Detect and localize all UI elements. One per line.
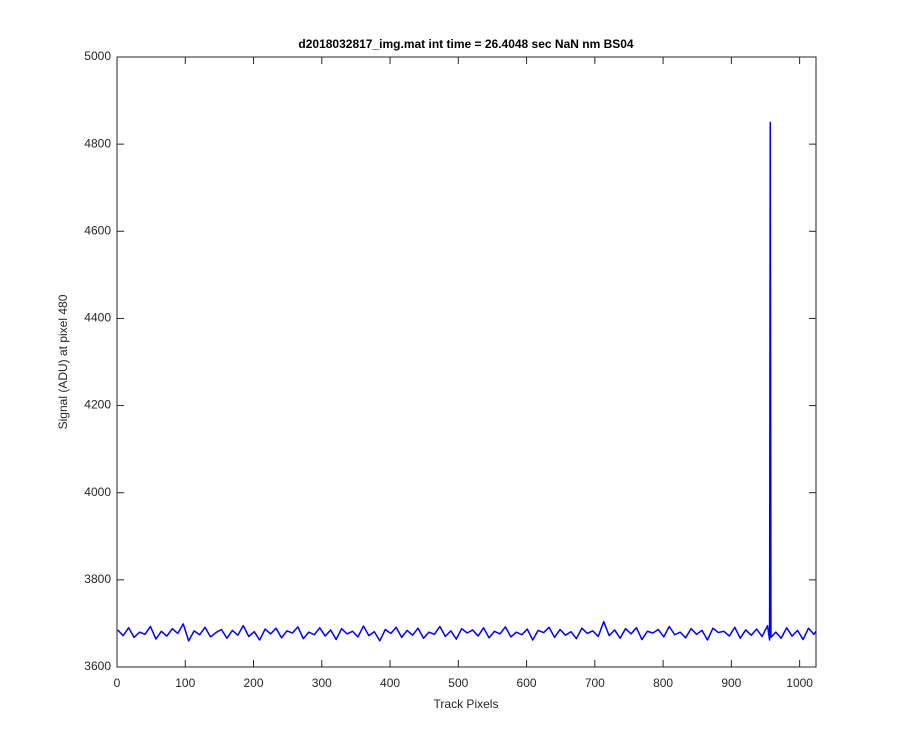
x-tick-label: 900 — [721, 676, 741, 690]
x-tick-label: 100 — [175, 676, 195, 690]
x-tick-label: 800 — [653, 676, 673, 690]
y-tick-label: 4400 — [84, 311, 111, 325]
data-line — [117, 121, 817, 642]
y-tick-label: 4800 — [84, 136, 111, 150]
x-tick-label: 600 — [517, 676, 537, 690]
x-tick-label: 700 — [585, 676, 605, 690]
y-axis-label: Signal (ADU) at pixel 480 — [56, 294, 70, 429]
chart-title: d2018032817_img.mat int time = 26.4048 s… — [298, 37, 634, 51]
x-tick-label: 1000 — [786, 676, 813, 690]
x-tick-label: 500 — [448, 676, 468, 690]
plot-area — [117, 57, 816, 667]
axes-box — [116, 56, 817, 668]
x-tick-label: 200 — [244, 676, 264, 690]
x-tick-label: 400 — [380, 676, 400, 690]
y-tick-label: 3600 — [84, 659, 111, 673]
y-tick-label: 5000 — [84, 49, 111, 63]
x-axis-label: Track Pixels — [434, 697, 499, 711]
y-tick-label: 4600 — [84, 223, 111, 237]
x-tick-label: 300 — [312, 676, 332, 690]
x-tick-label: 0 — [114, 676, 121, 690]
y-tick-label: 3800 — [84, 572, 111, 586]
y-tick-label: 4000 — [84, 485, 111, 499]
y-tick-label: 4200 — [84, 398, 111, 412]
